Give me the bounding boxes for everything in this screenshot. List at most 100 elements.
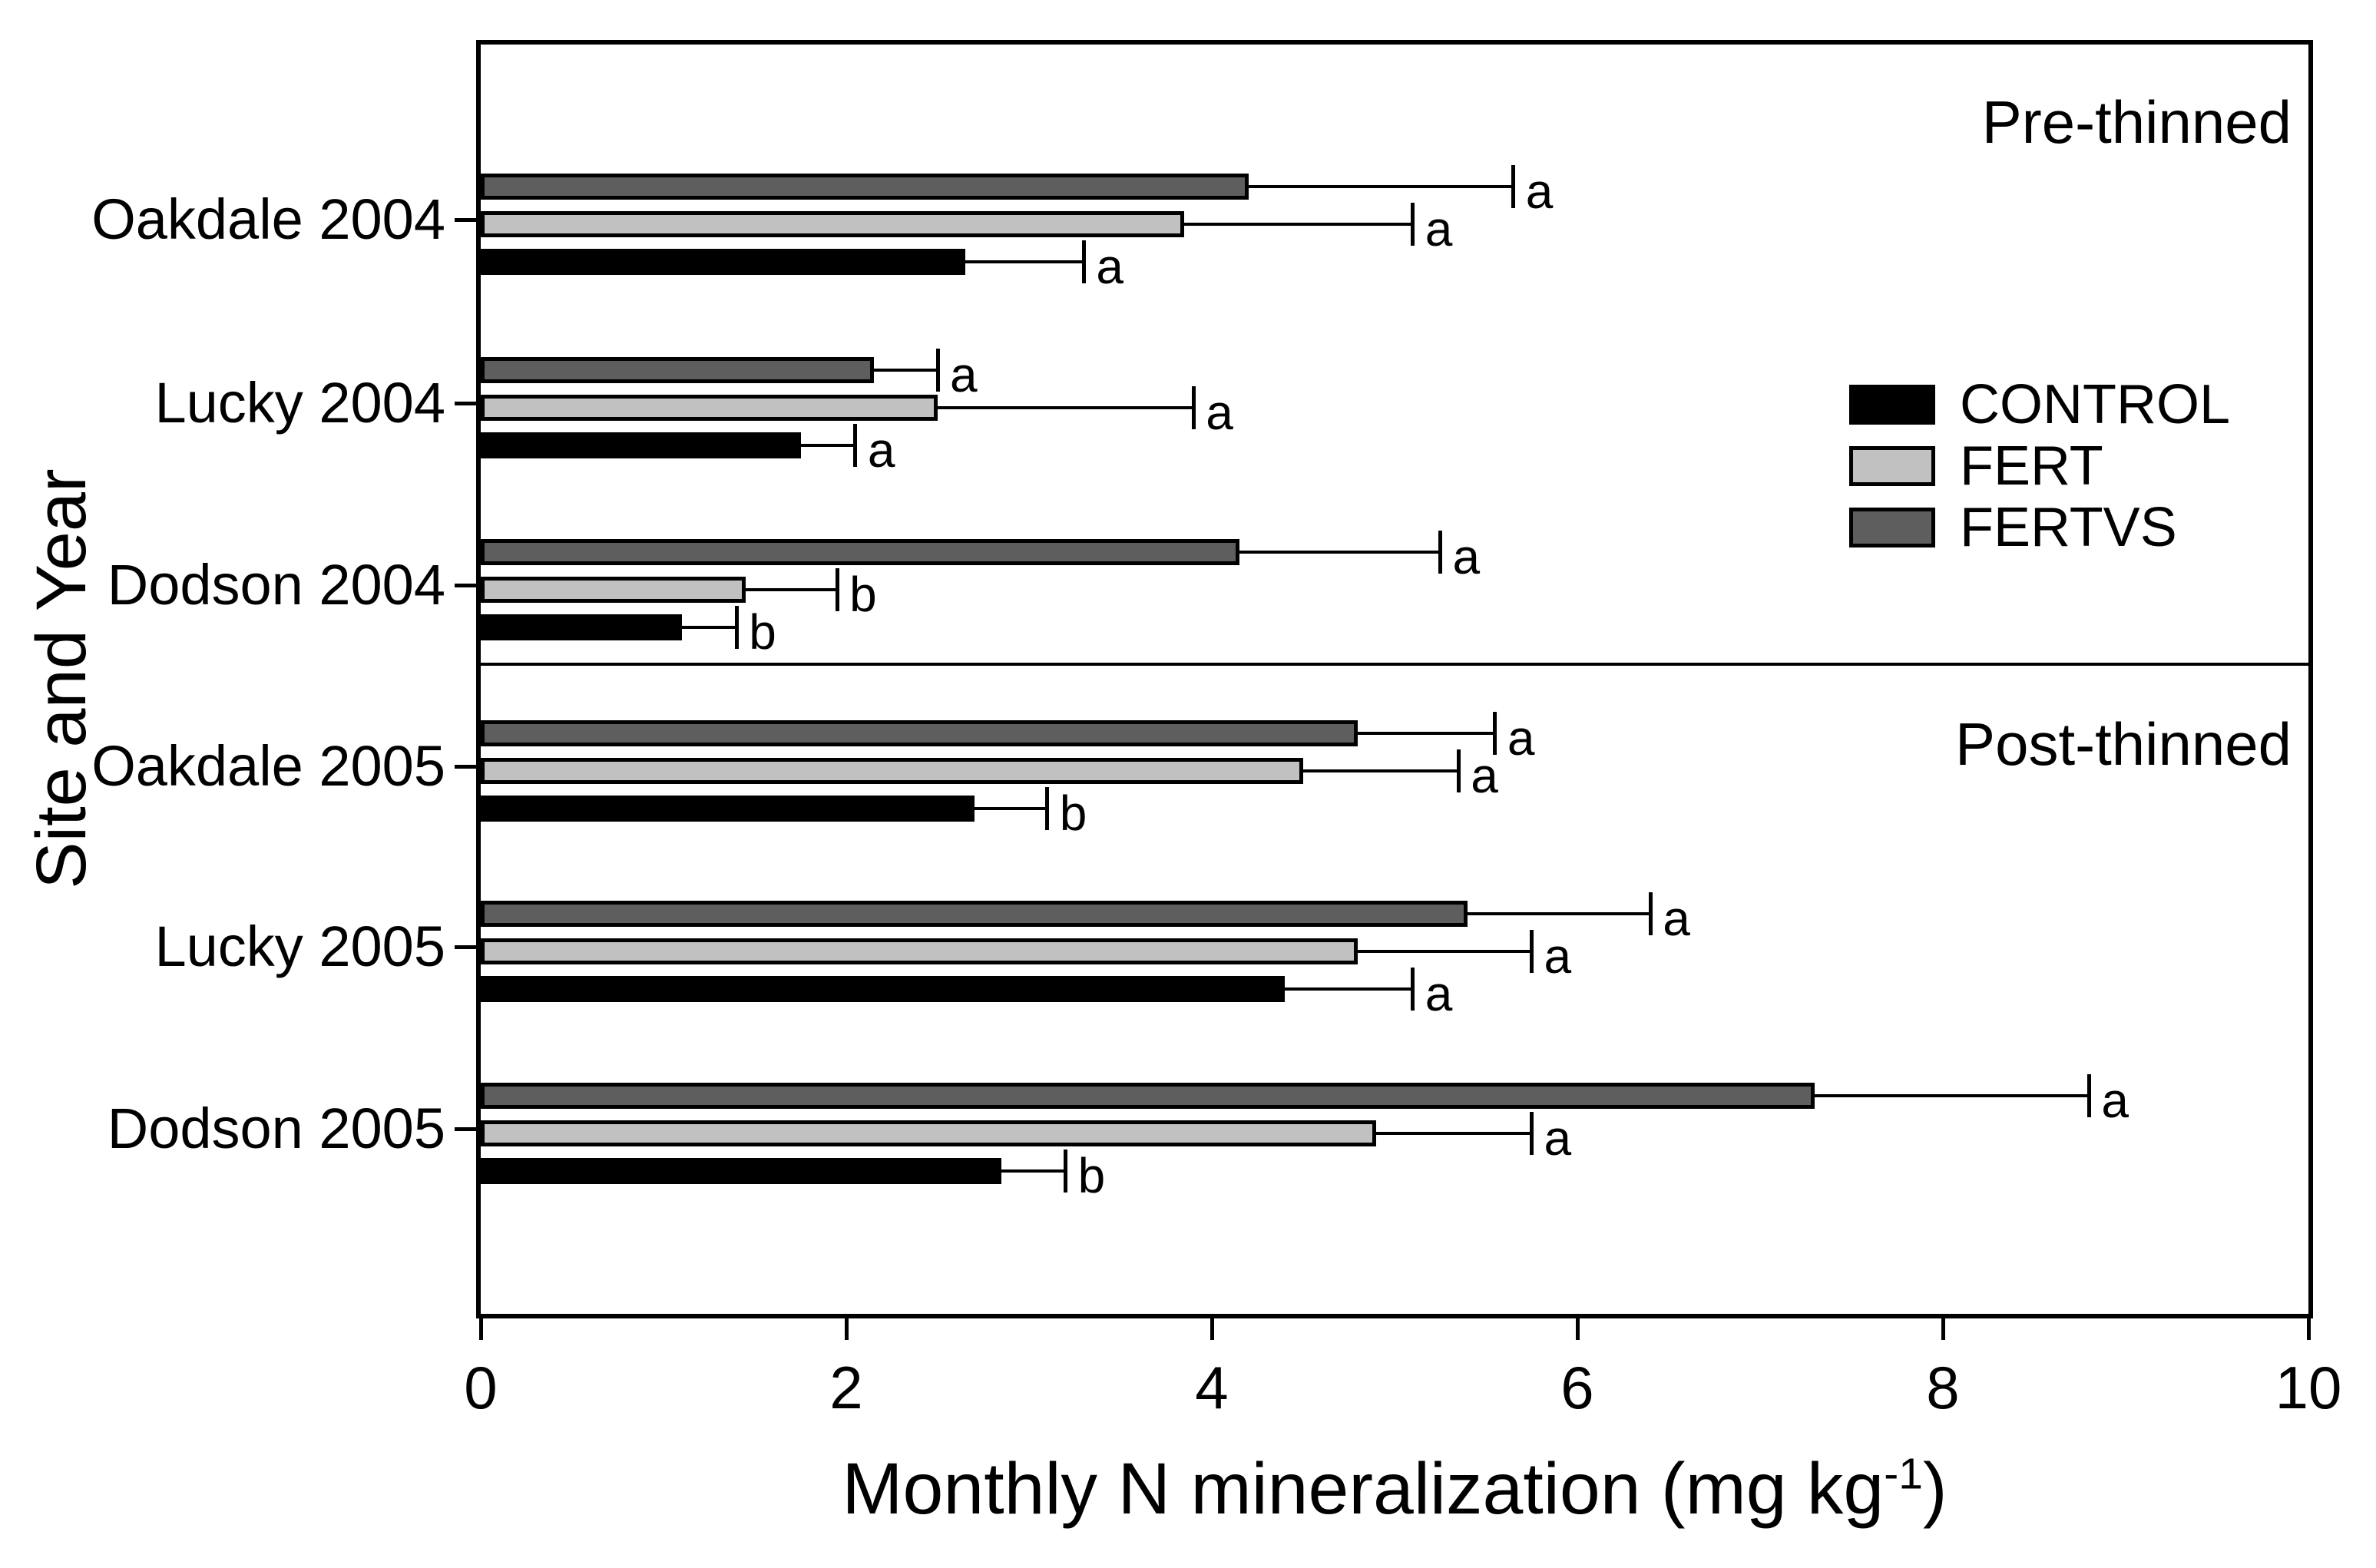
- error-bar-line: [1248, 185, 1514, 189]
- bar-fertvs: [481, 174, 1249, 200]
- bar-control: [481, 796, 975, 822]
- error-bar-line: [1468, 912, 1651, 916]
- significance-letter: a: [1544, 928, 1572, 984]
- error-bar-line: [1285, 987, 1413, 991]
- significance-letter: b: [1059, 786, 1087, 842]
- x-axis-tick-label: 8: [1926, 1354, 1960, 1421]
- significance-letter: a: [1425, 966, 1453, 1022]
- bar-control: [481, 432, 801, 458]
- x-axis-tick-label: 10: [2275, 1354, 2342, 1421]
- significance-letter: b: [849, 566, 877, 622]
- error-bar-cap: [1045, 787, 1050, 831]
- significance-letter: a: [1663, 891, 1690, 947]
- y-axis-tick: [455, 945, 476, 950]
- bar-fertvs: [481, 356, 874, 383]
- bar-fert: [481, 1120, 1377, 1146]
- error-bar-cap: [1511, 165, 1516, 209]
- significance-letter: a: [867, 422, 895, 478]
- error-bar-cap: [1438, 530, 1442, 574]
- category-label: Oakdale 2005: [91, 734, 445, 799]
- error-bar-line: [1376, 1131, 1532, 1135]
- error-bar-line: [965, 260, 1084, 264]
- error-bar-cap: [2086, 1073, 2091, 1117]
- bar-control: [481, 614, 682, 640]
- significance-letter: a: [1425, 201, 1453, 257]
- x-axis-title-suffix: ): [1922, 1448, 1947, 1530]
- category-label: Lucky 2005: [154, 915, 446, 979]
- error-bar-cap: [1411, 968, 1415, 1011]
- error-bar-cap: [1648, 892, 1653, 936]
- y-axis-tick: [455, 583, 476, 587]
- category-label: Dodson 2004: [107, 552, 445, 617]
- error-bar-cap: [1493, 712, 1497, 756]
- bar-control: [481, 976, 1286, 1003]
- y-axis-tick: [455, 1126, 476, 1131]
- error-bar-line: [1358, 950, 1532, 954]
- error-bar-cap: [935, 348, 940, 392]
- category-label: Dodson 2005: [107, 1096, 445, 1160]
- x-axis-tick-label: 6: [1560, 1354, 1594, 1421]
- bar-fert: [481, 576, 746, 603]
- legend-swatch-control: [1849, 385, 1935, 425]
- significance-letter: a: [1096, 239, 1123, 295]
- error-bar-cap: [1064, 1149, 1068, 1193]
- y-axis-tick: [455, 765, 476, 769]
- x-axis-title: Monthly N mineralization (mg kg-1): [476, 1447, 2313, 1531]
- x-axis-tick-label: 4: [1195, 1354, 1229, 1421]
- bar-fertvs: [481, 901, 1468, 928]
- error-bar-cap: [1456, 749, 1461, 793]
- legend-label: CONTROL: [1960, 374, 2231, 435]
- x-axis-tick-label: 2: [829, 1354, 863, 1421]
- panel-label-pre-thinned: Pre-thinned: [1981, 88, 2292, 156]
- error-bar-line: [1358, 732, 1495, 736]
- x-axis-tick: [1210, 1318, 1214, 1340]
- x-axis-tick: [1941, 1318, 1945, 1340]
- legend-item-fertvs: FERTVS: [1849, 497, 2177, 558]
- error-bar-line: [1239, 550, 1441, 554]
- significance-letter: a: [1525, 164, 1554, 220]
- error-bar-cap: [1081, 240, 1086, 284]
- error-bar-cap: [835, 567, 839, 611]
- significance-letter: b: [749, 604, 776, 660]
- significance-letter: a: [950, 346, 978, 402]
- significance-letter: a: [1452, 528, 1481, 584]
- legend-swatch-fert: [1849, 446, 1935, 486]
- significance-letter: a: [1471, 748, 1498, 804]
- category-label: Oakdale 2004: [91, 187, 445, 252]
- bar-control: [481, 249, 965, 276]
- y-axis-title-text: Site and Year: [22, 468, 101, 889]
- error-bar-cap: [1530, 930, 1534, 974]
- error-bar-line: [974, 807, 1047, 811]
- panel-label-post-thinned: Post-thinned: [1955, 710, 2292, 778]
- bar-fertvs: [481, 720, 1358, 747]
- error-bar-line: [938, 405, 1194, 409]
- y-axis-tick: [455, 218, 476, 223]
- error-bar-cap: [734, 605, 739, 649]
- error-bar-line: [1303, 769, 1459, 773]
- error-bar-line: [873, 368, 938, 372]
- significance-letter: a: [1544, 1110, 1572, 1166]
- category-label: Lucky 2004: [154, 370, 446, 435]
- bar-fertvs: [481, 538, 1239, 565]
- bar-fert: [481, 211, 1185, 238]
- significance-letter: b: [1077, 1147, 1106, 1203]
- error-bar-line: [681, 625, 737, 629]
- error-bar-cap: [853, 423, 858, 467]
- bar-control: [481, 1157, 1002, 1184]
- significance-letter: a: [2101, 1072, 2129, 1128]
- legend-item-control: CONTROL: [1849, 374, 2230, 435]
- significance-letter: a: [1206, 384, 1233, 440]
- y-axis-tick: [455, 401, 476, 405]
- error-bar-line: [800, 443, 855, 447]
- x-axis-title-text: Monthly N mineralization (mg kg: [842, 1448, 1885, 1530]
- error-bar-line: [1184, 223, 1413, 227]
- bar-fert: [481, 394, 938, 421]
- error-bar-cap: [1191, 385, 1196, 429]
- x-axis-tick: [1575, 1318, 1580, 1340]
- x-axis-tick: [478, 1318, 483, 1340]
- panel-separator: [481, 663, 2308, 667]
- x-axis-tick-label: 0: [464, 1354, 498, 1421]
- plot-area: Pre-thinned Post-thinned CONTROL FERT FERT…: [476, 40, 2313, 1318]
- bar-fert: [481, 758, 1303, 785]
